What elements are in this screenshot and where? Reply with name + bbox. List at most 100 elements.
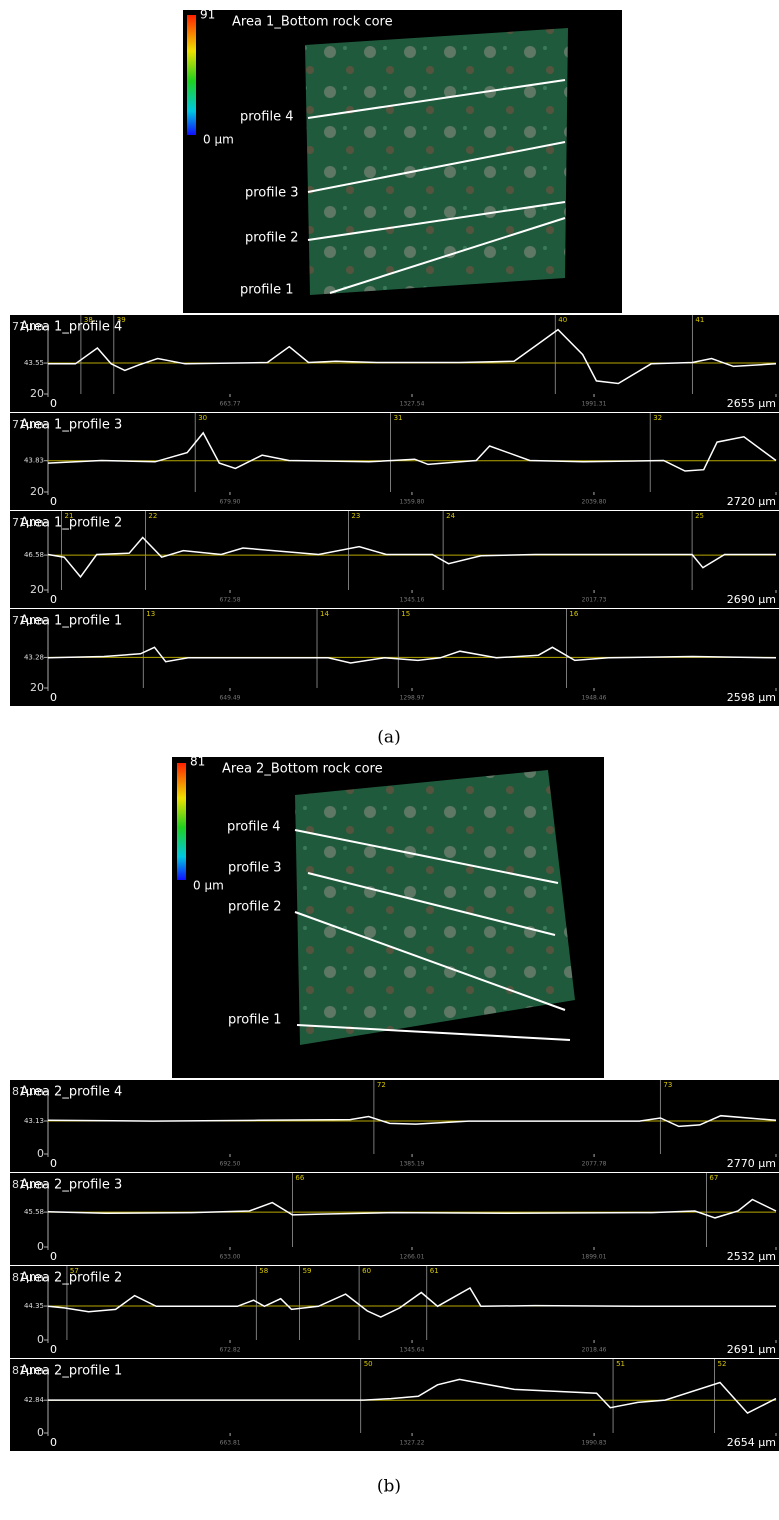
marker-label: 16 — [569, 610, 578, 618]
x-tick-label: 2532 µm — [727, 1250, 776, 1263]
profile-line — [47, 1114, 777, 1128]
y-tick-label: 0 — [37, 1240, 44, 1253]
marker-label: 13 — [146, 610, 155, 618]
x-tick-label: 2654 µm — [727, 1436, 776, 1449]
chart-title: Area 1_profile 4 — [20, 320, 122, 335]
marker-label: 59 — [303, 1267, 312, 1275]
chart-title: Area 1_profile 1 — [20, 614, 122, 629]
chart-title: Area 2_profile 3 — [20, 1178, 122, 1193]
x-tick-label: 0 — [50, 593, 57, 606]
marker-label: 38 — [84, 316, 93, 324]
profile-label: profile 3 — [228, 861, 281, 876]
y-tick-label: 0 — [37, 1147, 44, 1160]
marker-label: 61 — [430, 1267, 439, 1275]
marker-label: 50 — [364, 1360, 373, 1368]
profile-label: profile 1 — [240, 283, 293, 298]
profile-line — [47, 1286, 776, 1318]
y-tick-label: 81µm — [12, 1364, 44, 1377]
marker-label: 66 — [295, 1174, 304, 1182]
y-tick-label: 46.58 — [24, 551, 44, 559]
x-tick-label: 0 — [50, 1250, 57, 1263]
x-tick-label: 679.90 — [219, 499, 240, 506]
x-tick-label: 663.77 — [220, 401, 241, 408]
y-tick-label: 45.58 — [24, 1208, 44, 1216]
x-tick-label: 1948.46 — [582, 695, 607, 702]
x-tick-label: 2077.78 — [582, 1161, 607, 1168]
profile-panel — [10, 1173, 779, 1265]
marker-label: 73 — [663, 1081, 672, 1089]
marker-label: 58 — [259, 1267, 268, 1275]
colorbar-min: 0 µm — [193, 879, 224, 893]
y-tick-label: 43.55 — [24, 359, 44, 367]
profile-label: profile 4 — [240, 110, 293, 125]
profile-line — [47, 536, 776, 579]
x-tick-label: 2690 µm — [727, 593, 776, 606]
marker-label: 23 — [351, 512, 360, 520]
x-tick-label: 0 — [50, 691, 57, 704]
marker-label: 24 — [446, 512, 455, 520]
x-tick-label: 0 — [50, 1343, 57, 1356]
x-tick-label: 672.82 — [220, 1347, 241, 1354]
image-title: Area 1_Bottom rock core — [232, 15, 393, 30]
x-tick-label: 0 — [50, 495, 57, 508]
x-tick-label: 2691 µm — [727, 1343, 776, 1356]
profile-line — [48, 328, 777, 385]
x-tick-label: 2655 µm — [727, 397, 776, 410]
y-tick-label: 71µm — [12, 516, 44, 529]
marker-label: 67 — [709, 1174, 718, 1182]
profile-line — [48, 1378, 777, 1415]
x-tick-label: 672.58 — [220, 597, 241, 604]
x-tick-label: 0 — [50, 1436, 57, 1449]
y-tick-label: 44.35 — [24, 1302, 44, 1310]
y-tick-label: 20 — [30, 485, 44, 498]
profile-line — [47, 1198, 777, 1219]
chart-title: Area 1_profile 3 — [20, 418, 122, 433]
marker-label: 30 — [198, 414, 207, 422]
y-tick-label: 81µm — [12, 1178, 44, 1191]
x-tick-label: 633.00 — [220, 1254, 241, 1261]
x-tick-label: 1298.97 — [400, 695, 425, 702]
x-tick-label: 1385.19 — [400, 1161, 425, 1168]
x-tick-label: 2598 µm — [727, 691, 776, 704]
profile-label: profile 2 — [228, 900, 281, 915]
x-tick-label: 0 — [50, 1157, 57, 1170]
colorbar-max: 91 — [200, 8, 215, 22]
x-tick-label: 2720 µm — [727, 495, 776, 508]
y-tick-label: 20 — [30, 583, 44, 596]
marker-label: 14 — [320, 610, 329, 618]
x-tick-label: 1359.80 — [400, 499, 425, 506]
surface-image-a: 91 0 µm Area 1_Bottom rock core profile … — [183, 8, 622, 313]
y-tick-label: 0 — [37, 1333, 44, 1346]
profile-line — [47, 431, 777, 472]
chart-title: Area 2_profile 2 — [20, 1271, 122, 1286]
x-tick-label: 1991.31 — [582, 401, 607, 408]
x-tick-label: 1345.16 — [400, 597, 425, 604]
profile-panel — [10, 1080, 779, 1172]
x-tick-label: 0 — [50, 397, 57, 410]
marker-label: 60 — [362, 1267, 371, 1275]
profile-panel — [10, 511, 779, 608]
x-tick-label: 1266.01 — [400, 1254, 425, 1261]
x-tick-label: 1345.64 — [400, 1347, 425, 1354]
profile-line — [47, 646, 777, 664]
caption: (a) — [377, 728, 400, 748]
marker-label: 52 — [718, 1360, 727, 1368]
y-tick-label: 0 — [37, 1426, 44, 1439]
chart-title: Area 2_profile 4 — [20, 1085, 122, 1100]
surface-image-b: 81 0 µm Area 2_Bottom rock core profile … — [172, 755, 604, 1078]
profile-label: profile 4 — [227, 820, 280, 835]
y-tick-label: 43.13 — [24, 1117, 44, 1125]
marker-label: 41 — [695, 316, 704, 324]
x-tick-label: 2018.46 — [582, 1347, 607, 1354]
profile-panel — [10, 1359, 779, 1451]
y-tick-label: 81µm — [12, 1271, 44, 1284]
y-tick-label: 20 — [30, 387, 44, 400]
x-tick-label: 663.81 — [220, 1440, 241, 1447]
image-title: Area 2_Bottom rock core — [222, 762, 383, 777]
marker-label: 31 — [394, 414, 403, 422]
marker-label: 22 — [148, 512, 157, 520]
marker-label: 40 — [558, 316, 567, 324]
profile-label: profile 1 — [228, 1013, 281, 1028]
chart-title: Area 2_profile 1 — [20, 1364, 122, 1379]
